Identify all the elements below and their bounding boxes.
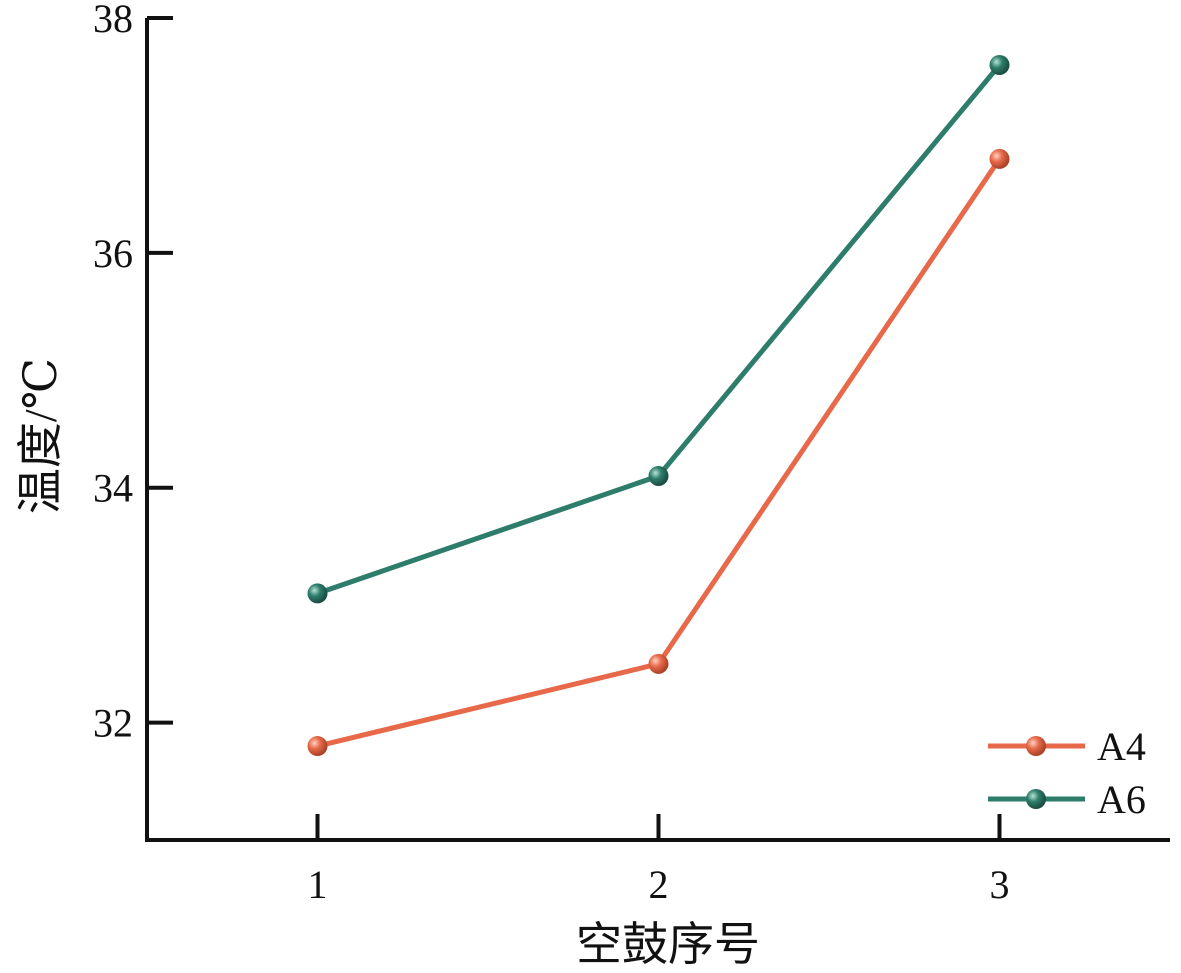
legend-swatch-dot [1026, 736, 1046, 756]
data-point-a4 [989, 148, 1010, 169]
y-tick-label: 32 [93, 701, 133, 746]
x-ticks: 1 2 3 [308, 814, 1010, 907]
legend-swatch-dot [1026, 789, 1046, 809]
y-tick-label: 36 [93, 231, 133, 276]
data-point-a6 [307, 583, 328, 604]
x-tick-label: 2 [649, 862, 669, 907]
x-tick-label: 1 [308, 862, 328, 907]
data-point-a4 [648, 653, 669, 674]
legend-label: A4 [1097, 724, 1146, 769]
data-point-a6 [989, 54, 1010, 75]
legend-label: A6 [1097, 777, 1146, 822]
y-axis-title: 温度/℃ [15, 358, 66, 514]
data-point-a6 [648, 465, 669, 486]
y-tick-label: 38 [93, 0, 133, 41]
series-line-a6 [316, 63, 1002, 596]
x-axis-title: 空鼓序号 [576, 919, 760, 970]
x-tick-label: 3 [990, 862, 1010, 907]
data-point-a4 [307, 736, 328, 757]
axes [145, 18, 1170, 842]
y-ticks: 32 34 36 38 [93, 0, 173, 746]
y-tick-label: 34 [93, 466, 133, 511]
series-layer [307, 54, 1010, 757]
